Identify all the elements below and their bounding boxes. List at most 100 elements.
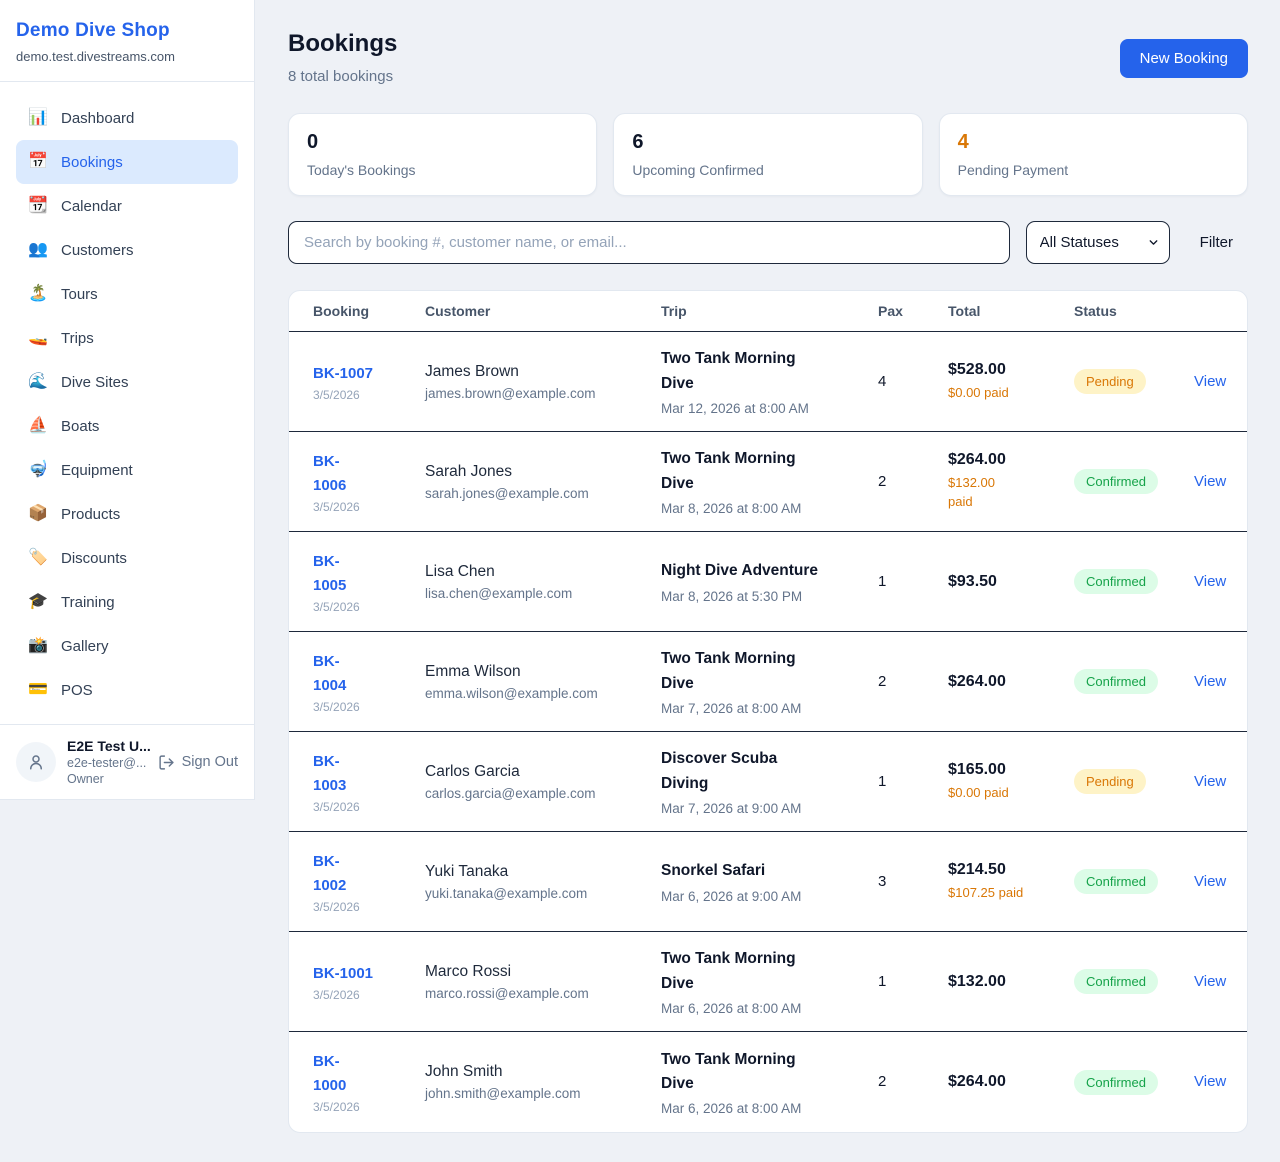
credit-card-icon: 💳 <box>28 681 48 698</box>
status-select[interactable]: All Statuses <box>1025 221 1170 264</box>
pax-value: 2 <box>878 472 887 490</box>
customer-email: yuki.tanaka@example.com <box>425 885 588 901</box>
calendar-date-icon: 📅 <box>28 153 48 170</box>
booking-id-link[interactable]: BK-1007 <box>313 364 374 382</box>
trip-name: Two Tank Morning Dive <box>661 350 796 392</box>
booking-date: 3/5/2026 <box>313 799 360 814</box>
trip-datetime: Mar 8, 2026 at 8:00 AM <box>661 500 802 516</box>
page-title: Bookings <box>288 30 398 57</box>
sidebar-item-label: Tours <box>61 285 98 303</box>
sidebar-item-customers[interactable]: 👥 Customers <box>16 228 238 272</box>
customer-name: Sarah Jones <box>425 462 513 480</box>
table-row: BK-1007 3/5/2026 James Brown james.brown@ex… <box>289 332 1247 432</box>
filter-button[interactable]: Filter <box>1199 234 1233 251</box>
sidebar-item-equipment[interactable]: 🤿 Equipment <box>16 448 238 492</box>
booking-id-link[interactable]: BK- 1006 <box>313 452 347 494</box>
customer-cell: James Brown james.brown@example.com <box>425 363 661 401</box>
pax-cell: 2 <box>878 473 948 491</box>
status-badge: Confirmed <box>1074 669 1158 694</box>
table-body: BK-1007 3/5/2026 James Brown james.brown@ex… <box>289 332 1247 1132</box>
trip-datetime: Mar 8, 2026 at 5:30 PM <box>661 588 803 604</box>
view-link[interactable]: View <box>1194 472 1227 490</box>
customer-name: James Brown <box>425 362 519 380</box>
sidebar-item-products[interactable]: 📦 Products <box>16 492 238 536</box>
customer-cell: Carlos Garcia carlos.garcia@example.com <box>425 763 661 801</box>
trip-name: Two Tank Morning Dive <box>661 950 796 992</box>
sidebar-item-tours[interactable]: 🏝️ Tours <box>16 272 238 316</box>
total-cell: $264.00 $132.00 paid <box>948 451 1074 512</box>
table-row: BK- 1004 3/5/2026 Emma Wilson emma.wilson@e… <box>289 632 1247 732</box>
booking-id-link[interactable]: BK- 1005 <box>313 552 347 594</box>
bookings-table: Booking Customer Trip Pax Total Status B… <box>288 290 1248 1133</box>
total-cell: $264.00 <box>948 1073 1074 1091</box>
sidebar-item-bookings[interactable]: 📅 Bookings <box>16 140 238 184</box>
trip-datetime: Mar 6, 2026 at 8:00 AM <box>661 1000 802 1016</box>
view-link[interactable]: View <box>1194 572 1227 590</box>
sidebar-item-discounts[interactable]: 🏷️ Discounts <box>16 536 238 580</box>
pax-cell: 2 <box>878 1073 948 1091</box>
trip-name: Snorkel Safari <box>661 862 766 880</box>
booking-id-link[interactable]: BK- 1002 <box>313 852 347 894</box>
table-row: BK- 1002 3/5/2026 Yuki Tanaka yuki.tanaka@e… <box>289 832 1247 932</box>
sidebar-item-label: Dive Sites <box>61 373 129 391</box>
customer-email: james.brown@example.com <box>425 385 596 401</box>
column-header-total: Total <box>948 303 981 319</box>
table-header-row: Booking Customer Trip Pax Total Status <box>289 291 1247 332</box>
sidebar-user-panel: E2E Test U... e2e-tester@... Owner Sign … <box>0 724 254 799</box>
sidebar-item-pos[interactable]: 💳 POS <box>16 668 238 712</box>
sidebar-item-boats[interactable]: ⛵ Boats <box>16 404 238 448</box>
sidebar-item-label: Boats <box>61 417 100 435</box>
column-header-trip: Trip <box>661 303 687 319</box>
sign-out-button[interactable]: Sign Out <box>158 754 238 771</box>
sidebar-item-label: Customers <box>61 241 134 259</box>
table-row: BK- 1003 3/5/2026 Carlos Garcia carlos.garc… <box>289 732 1247 832</box>
trip-datetime: Mar 7, 2026 at 9:00 AM <box>661 800 802 816</box>
status-badge: Confirmed <box>1074 969 1158 994</box>
sidebar-item-dive-sites[interactable]: 🌊 Dive Sites <box>16 360 238 404</box>
booking-cell: BK-1001 3/5/2026 <box>313 962 425 1002</box>
customer-cell: John Smith john.smith@example.com <box>425 1063 661 1101</box>
table-row: BK- 1000 3/5/2026 John Smith john.smith@exa… <box>289 1032 1247 1132</box>
total-amount: $264.00 <box>948 1073 1006 1090</box>
view-link[interactable]: View <box>1194 772 1227 790</box>
new-booking-button[interactable]: New Booking <box>1119 39 1248 78</box>
sidebar-nav: 📊 Dashboard 📅 Bookings 📆 Calendar 👥 Customers 🏝️… <box>0 82 254 712</box>
status-badge: Pending <box>1074 769 1146 794</box>
status-cell: Confirmed <box>1074 1069 1194 1095</box>
booking-id-link[interactable]: BK-1001 <box>313 964 374 982</box>
booking-id-link[interactable]: BK- 1004 <box>313 652 347 694</box>
customer-cell: Sarah Jones sarah.jones@example.com <box>425 463 661 501</box>
search-input[interactable] <box>288 221 1010 264</box>
sidebar-item-trips[interactable]: 🚤 Trips <box>16 316 238 360</box>
package-icon: 📦 <box>28 505 48 522</box>
booking-id-link[interactable]: BK- 1000 <box>313 1053 347 1094</box>
sidebar-item-dashboard[interactable]: 📊 Dashboard <box>16 96 238 140</box>
sidebar-item-training[interactable]: 🎓 Training <box>16 580 238 624</box>
trip-cell: Two Tank Morning Dive Mar 7, 2026 at 8:00… <box>661 647 878 715</box>
view-link[interactable]: View <box>1194 372 1227 390</box>
trip-cell: Snorkel Safari Mar 6, 2026 at 9:00 AM <box>661 859 878 903</box>
action-cell: View <box>1194 873 1231 891</box>
customer-email: marco.rossi@example.com <box>425 985 589 1001</box>
pax-cell: 1 <box>878 773 948 791</box>
booking-id-link[interactable]: BK- 1003 <box>313 752 347 794</box>
booking-date: 3/5/2026 <box>313 1100 360 1114</box>
sidebar-item-gallery[interactable]: 📸 Gallery <box>16 624 238 668</box>
booking-date: 3/5/2026 <box>313 699 360 714</box>
pax-cell: 4 <box>878 373 948 391</box>
booking-date: 3/5/2026 <box>313 899 360 914</box>
user-name: E2E Test U... <box>67 738 151 754</box>
booking-cell: BK- 1000 3/5/2026 <box>313 1050 425 1114</box>
sidebar-item-calendar[interactable]: 📆 Calendar <box>16 184 238 228</box>
trip-name: Two Tank Morning Dive <box>661 650 796 692</box>
view-link[interactable]: View <box>1194 972 1227 990</box>
view-link[interactable]: View <box>1194 872 1227 890</box>
pax-cell: 3 <box>878 873 948 891</box>
view-link[interactable]: View <box>1194 1073 1227 1090</box>
sidebar-item-label: POS <box>61 681 93 699</box>
total-cell: $264.00 <box>948 673 1074 691</box>
view-link[interactable]: View <box>1194 672 1227 690</box>
total-cell: $165.00 $0.00 paid <box>948 761 1074 803</box>
sidebar-item-label: Dashboard <box>61 109 135 127</box>
customer-email: emma.wilson@example.com <box>425 685 598 701</box>
